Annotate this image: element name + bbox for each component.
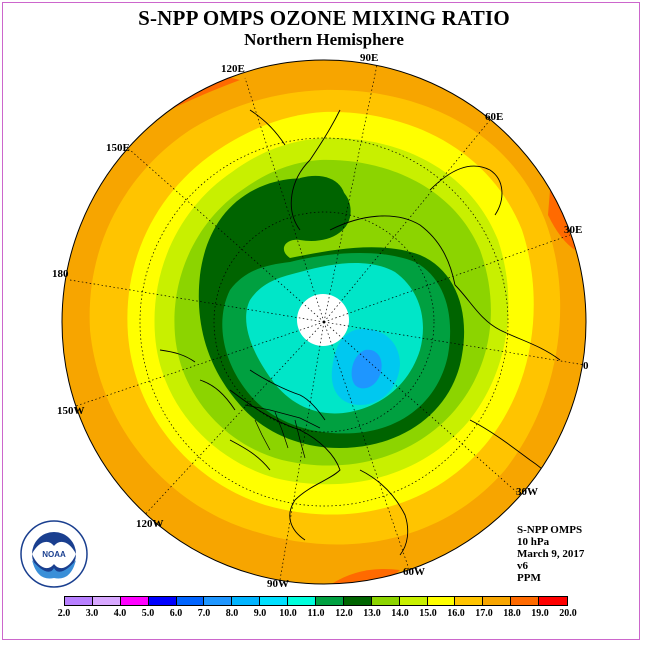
- color-scale-segment: [120, 597, 149, 605]
- band-7-8: [351, 349, 382, 389]
- info-instrument: S-NPP OMPS: [517, 524, 583, 536]
- lon-label-120e: 120E: [221, 63, 245, 75]
- color-scale-tick-label: 9.0: [253, 608, 267, 619]
- color-scale-tick-label: 20.0: [559, 608, 577, 619]
- color-scale-segment: [260, 597, 289, 605]
- color-scale-segment: [316, 597, 344, 605]
- color-scale-tick-label: 11.0: [307, 608, 325, 619]
- color-scale-segment: [511, 597, 540, 605]
- lon-label-30e: 30E: [564, 224, 583, 236]
- color-scale-tick-label: 7.0: [197, 608, 211, 619]
- coastlines: [159, 109, 561, 556]
- color-scale-segment: [455, 597, 484, 605]
- info-version: v6: [517, 560, 528, 572]
- lon-label-150e: 150E: [106, 142, 130, 154]
- lon-label-0: 0: [583, 360, 589, 372]
- color-scale-tick-label: 2.0: [57, 608, 71, 619]
- info-units: PPM: [517, 572, 541, 584]
- band-17-18-south: [330, 569, 400, 584]
- color-scale-segment: [232, 597, 261, 605]
- color-scale-segment: [176, 597, 205, 605]
- color-scale-segment: [371, 597, 400, 605]
- page-frame: [2, 2, 640, 640]
- color-scale-segment: [288, 597, 317, 605]
- info-level: 10 hPa: [517, 536, 550, 548]
- national-borders: [244, 404, 321, 459]
- color-scale-tick-label: 3.0: [85, 608, 99, 619]
- color-scale-segment: [483, 597, 512, 605]
- noaa-logo: NOAA: [20, 520, 88, 588]
- band-17-18-east: [548, 190, 575, 250]
- color-scale-tick-label: 13.0: [363, 608, 381, 619]
- lon-label-150w: 150W: [57, 405, 85, 417]
- color-scale-tick-label: 12.0: [335, 608, 353, 619]
- color-scale-tick-label: 16.0: [447, 608, 465, 619]
- color-scale-tick-label: 18.0: [503, 608, 521, 619]
- color-scale-tick-label: 10.0: [279, 608, 297, 619]
- map-title: S-NPP OMPS OZONE MIXING RATIO: [138, 6, 510, 30]
- color-scale-tick-label: 15.0: [419, 608, 437, 619]
- color-scale-tick-label: 5.0: [141, 608, 155, 619]
- color-scale-tick-label: 14.0: [391, 608, 409, 619]
- map-subtitle: Northern Hemisphere: [244, 30, 404, 49]
- color-scale-tick-label: 19.0: [531, 608, 549, 619]
- color-scale-segment: [92, 597, 121, 605]
- color-scale-tick-label: 17.0: [475, 608, 493, 619]
- lon-label-90e: 90E: [360, 52, 379, 64]
- info-block: S-NPP OMPS 10 hPa March 9, 2017 v6 PPM: [517, 524, 584, 584]
- map-boundary: [61, 59, 587, 585]
- color-scale-segment: [65, 597, 93, 605]
- lon-label-90w: 90W: [267, 578, 289, 590]
- ozone-field: [62, 60, 586, 584]
- color-scale-tick-label: 4.0: [113, 608, 127, 619]
- color-scale-bar: [64, 596, 568, 606]
- color-scale-segment: [204, 597, 233, 605]
- lon-label-60w: 60W: [403, 566, 425, 578]
- lon-label-180: 180: [52, 268, 69, 280]
- info-date: March 9, 2017: [517, 548, 585, 560]
- color-scale-tick-label: 8.0: [225, 608, 239, 619]
- color-scale-tick-label: 6.0: [169, 608, 183, 619]
- color-scale-segment: [539, 597, 568, 605]
- graticule: [69, 60, 586, 581]
- lon-label-60e: 60E: [485, 111, 504, 123]
- color-scale-segment: [399, 597, 428, 605]
- noaa-logo-text: NOAA: [42, 550, 66, 559]
- lon-label-120w: 120W: [136, 518, 164, 530]
- color-scale-ticks: 2.0 3.0 4.0 5.0 6.0 7.0 8.0 9.0 10.0 11.0 12.0 13.0…: [58, 608, 584, 620]
- color-scale-segment: [148, 597, 177, 605]
- polar-night-mask: [297, 294, 349, 346]
- color-scale-segment: [427, 597, 456, 605]
- color-scale-segment: [343, 597, 372, 605]
- lon-label-30w: 30W: [516, 486, 538, 498]
